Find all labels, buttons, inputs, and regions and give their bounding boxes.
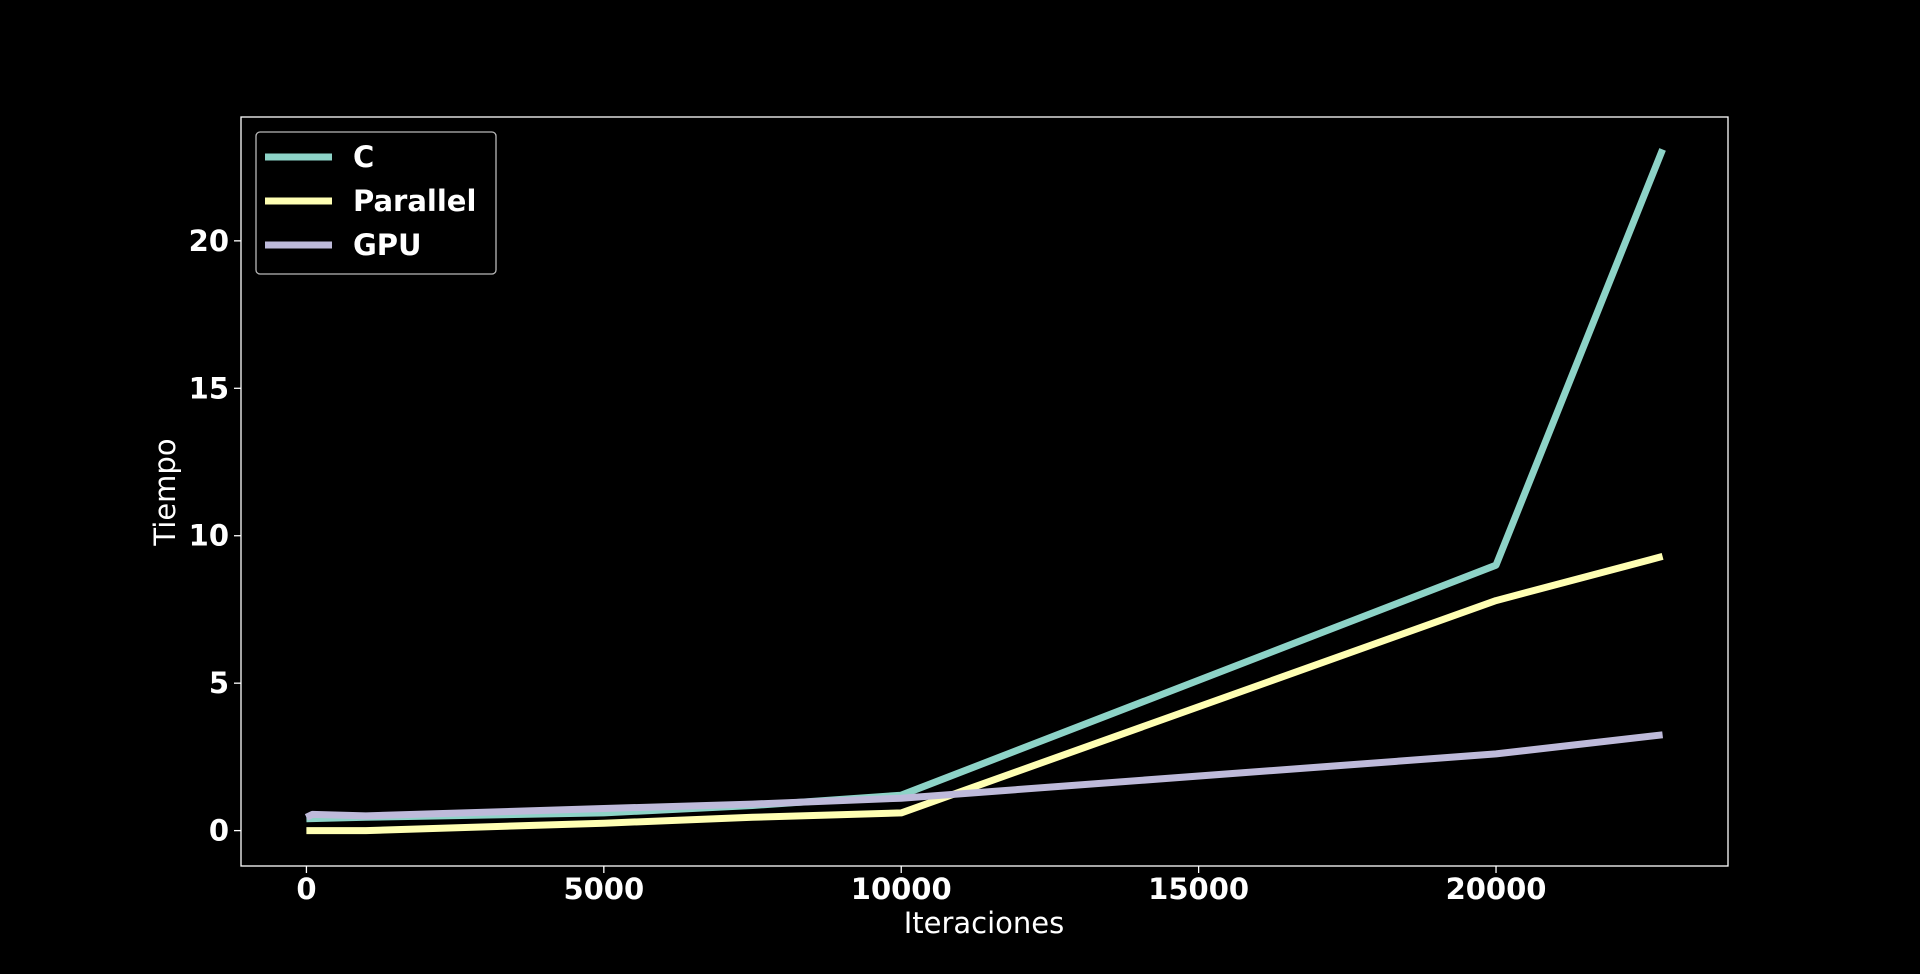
legend-label-c: C bbox=[353, 140, 374, 174]
y-tick-label: 20 bbox=[189, 224, 229, 258]
x-tick-label: 10000 bbox=[851, 872, 952, 906]
y-axis-label: Tiempo bbox=[148, 438, 182, 546]
y-tick-label: 5 bbox=[209, 666, 229, 700]
series-line-parallel bbox=[306, 553, 1664, 835]
legend-label-parallel: Parallel bbox=[353, 184, 476, 218]
y-axis: 0 5 10 15 20 bbox=[189, 224, 241, 848]
plot-frame bbox=[240, 116, 1729, 867]
legend-label-gpu: GPU bbox=[353, 228, 422, 262]
series-line-gpu bbox=[304, 731, 1663, 821]
series-layer bbox=[304, 148, 1666, 835]
x-tick-label: 20000 bbox=[1446, 872, 1547, 906]
legend-box bbox=[255, 131, 497, 275]
x-axis: 0 5000 10000 15000 20000 bbox=[296, 866, 1546, 906]
legend-items: C Parallel GPU bbox=[265, 140, 476, 262]
legend: C Parallel GPU bbox=[255, 131, 497, 275]
x-tick-label: 15000 bbox=[1148, 872, 1249, 906]
x-tick-label: 0 bbox=[296, 872, 316, 906]
y-tick-label: 0 bbox=[209, 814, 229, 848]
y-tick-label: 10 bbox=[189, 519, 229, 553]
x-axis-label: Iteraciones bbox=[904, 906, 1065, 940]
y-tick-label: 15 bbox=[189, 371, 229, 405]
x-tick-label: 5000 bbox=[563, 872, 644, 906]
